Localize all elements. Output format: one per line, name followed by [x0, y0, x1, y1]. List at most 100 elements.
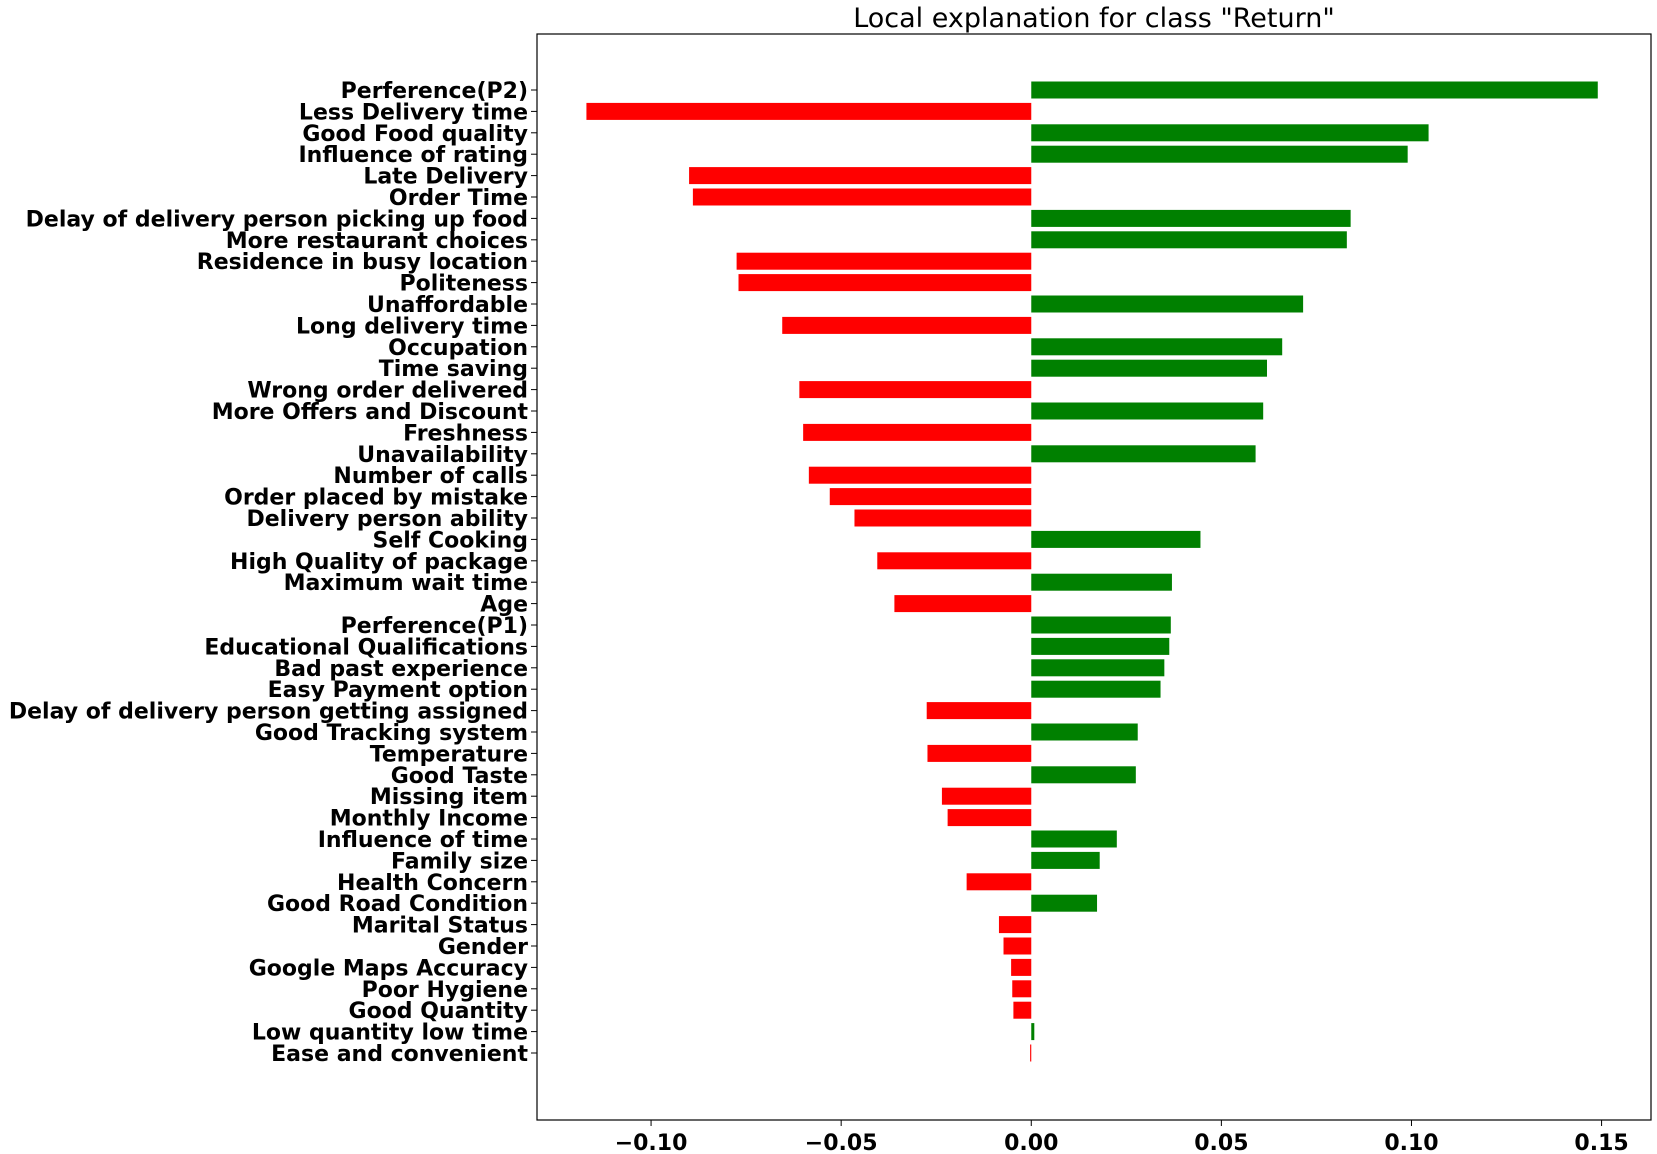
- y-tick-label: Good Food quality: [302, 122, 528, 147]
- y-tick-label: Good Road Condition: [267, 892, 528, 917]
- y-tick-label: Good Taste: [391, 764, 528, 789]
- y-tick-label: Bad past experience: [274, 657, 528, 682]
- y-tick-label: Good Quantity: [349, 999, 528, 1024]
- y-tick-label: Gender: [438, 935, 528, 960]
- chart-title: Local explanation for class "Return": [853, 3, 1335, 34]
- bar: [894, 595, 1032, 613]
- bar: [736, 252, 1032, 270]
- x-tick-label: −0.10: [615, 1131, 688, 1154]
- bar: [998, 916, 1032, 934]
- bars-group: [586, 81, 1598, 1062]
- y-tick-label: Freshness: [403, 421, 528, 446]
- bar: [877, 552, 1032, 570]
- y-tick-label: Unaffordable: [367, 293, 528, 318]
- bar: [1031, 445, 1256, 463]
- y-tick-label: Occupation: [388, 336, 528, 361]
- x-tick-label: 0.00: [1004, 1131, 1058, 1154]
- bar: [1031, 295, 1304, 313]
- bar: [803, 423, 1032, 441]
- x-tick-label: 0.05: [1194, 1131, 1248, 1154]
- bar: [808, 466, 1032, 484]
- bar: [829, 488, 1032, 506]
- bar: [1031, 680, 1161, 698]
- y-tick-label: Self Cooking: [373, 528, 529, 553]
- y-tick-label: Delay of delivery person picking up food: [26, 207, 528, 232]
- y-tick-label: Missing item: [370, 785, 528, 810]
- bar: [799, 381, 1032, 399]
- bar: [1031, 209, 1351, 227]
- y-tick-label: More Offers and Discount: [212, 400, 529, 425]
- y-tick-label: Monthly Income: [330, 807, 528, 832]
- x-axis: −0.10 −0.05 0.00 0.05 0.10 0.15: [615, 1120, 1629, 1154]
- x-tick-label: −0.05: [805, 1131, 878, 1154]
- bar: [1031, 894, 1098, 912]
- y-tick-label: Health Concern: [337, 871, 528, 896]
- y-tick-label: Maximum wait time: [284, 571, 528, 596]
- bar: [1031, 145, 1408, 163]
- y-tick-label: Order placed by mistake: [224, 486, 528, 511]
- y-tick-label: Educational Qualifications: [204, 635, 528, 660]
- y-tick-label: Residence in busy location: [197, 250, 528, 275]
- bar: [1031, 81, 1598, 99]
- bar: [738, 274, 1032, 292]
- y-tick-label: Number of calls: [333, 464, 528, 489]
- y-tick-label: Influence of time: [318, 828, 528, 853]
- bar: [1003, 937, 1032, 955]
- y-tick-label: Google Maps Accuracy: [249, 956, 528, 981]
- y-tick-label: Temperature: [370, 742, 528, 767]
- bar: [1012, 980, 1032, 998]
- bar: [1011, 958, 1032, 976]
- y-tick-label: Low quantity low time: [252, 1021, 528, 1046]
- bar: [941, 787, 1032, 805]
- bar: [1031, 1023, 1035, 1041]
- y-tick-label: Poor Hygiene: [362, 978, 528, 1003]
- y-tick-label: Delivery person ability: [247, 507, 529, 532]
- x-tick-label: 0.15: [1574, 1131, 1628, 1154]
- y-tick-label: Politeness: [399, 272, 528, 297]
- bar: [586, 102, 1032, 120]
- bar: [1031, 723, 1138, 741]
- y-tick-label: Unavailability: [357, 443, 528, 468]
- bar: [1031, 231, 1347, 249]
- bar: [1031, 573, 1172, 591]
- y-tick-label: Late Delivery: [363, 165, 528, 190]
- bar: [854, 509, 1032, 527]
- bar: [1031, 124, 1429, 142]
- bar: [1031, 359, 1267, 377]
- y-tick-label: Perference(P1): [341, 614, 528, 639]
- bar: [1031, 851, 1100, 869]
- bar: [966, 873, 1032, 891]
- bar: [1031, 530, 1201, 548]
- y-tick-label: Long delivery time: [296, 314, 528, 339]
- y-tick-label: Influence of rating: [298, 143, 528, 168]
- bar: [782, 316, 1032, 334]
- y-tick-label: Easy Payment option: [268, 678, 528, 703]
- bar: [1030, 1044, 1032, 1062]
- bar: [692, 188, 1032, 206]
- bar: [1031, 402, 1264, 420]
- bar: [689, 167, 1032, 185]
- y-tick-label: More restaurant choices: [226, 229, 528, 254]
- y-tick-label: Less Delivery time: [299, 100, 528, 125]
- bar: [947, 809, 1032, 827]
- y-tick-label: Delay of delivery person getting assigne…: [9, 700, 528, 725]
- bar: [927, 744, 1032, 762]
- y-tick-label: Time saving: [379, 357, 528, 382]
- y-tick-label: Order Time: [389, 186, 528, 211]
- x-tick-label: 0.10: [1384, 1131, 1438, 1154]
- bar: [1031, 338, 1283, 356]
- y-tick-label: Perference(P2): [341, 79, 528, 104]
- plot-frame: [536, 33, 1652, 1121]
- y-tick-label: Wrong order delivered: [247, 379, 528, 404]
- y-tick-label: Ease and convenient: [271, 1042, 528, 1067]
- y-tick-label: Good Tracking system: [255, 721, 528, 746]
- y-tick-label: Family size: [391, 849, 528, 874]
- bar: [1031, 659, 1165, 677]
- bar: [1031, 830, 1117, 848]
- y-tick-label: Marital Status: [352, 914, 528, 939]
- bar: [1031, 616, 1171, 634]
- bar: [1031, 766, 1136, 784]
